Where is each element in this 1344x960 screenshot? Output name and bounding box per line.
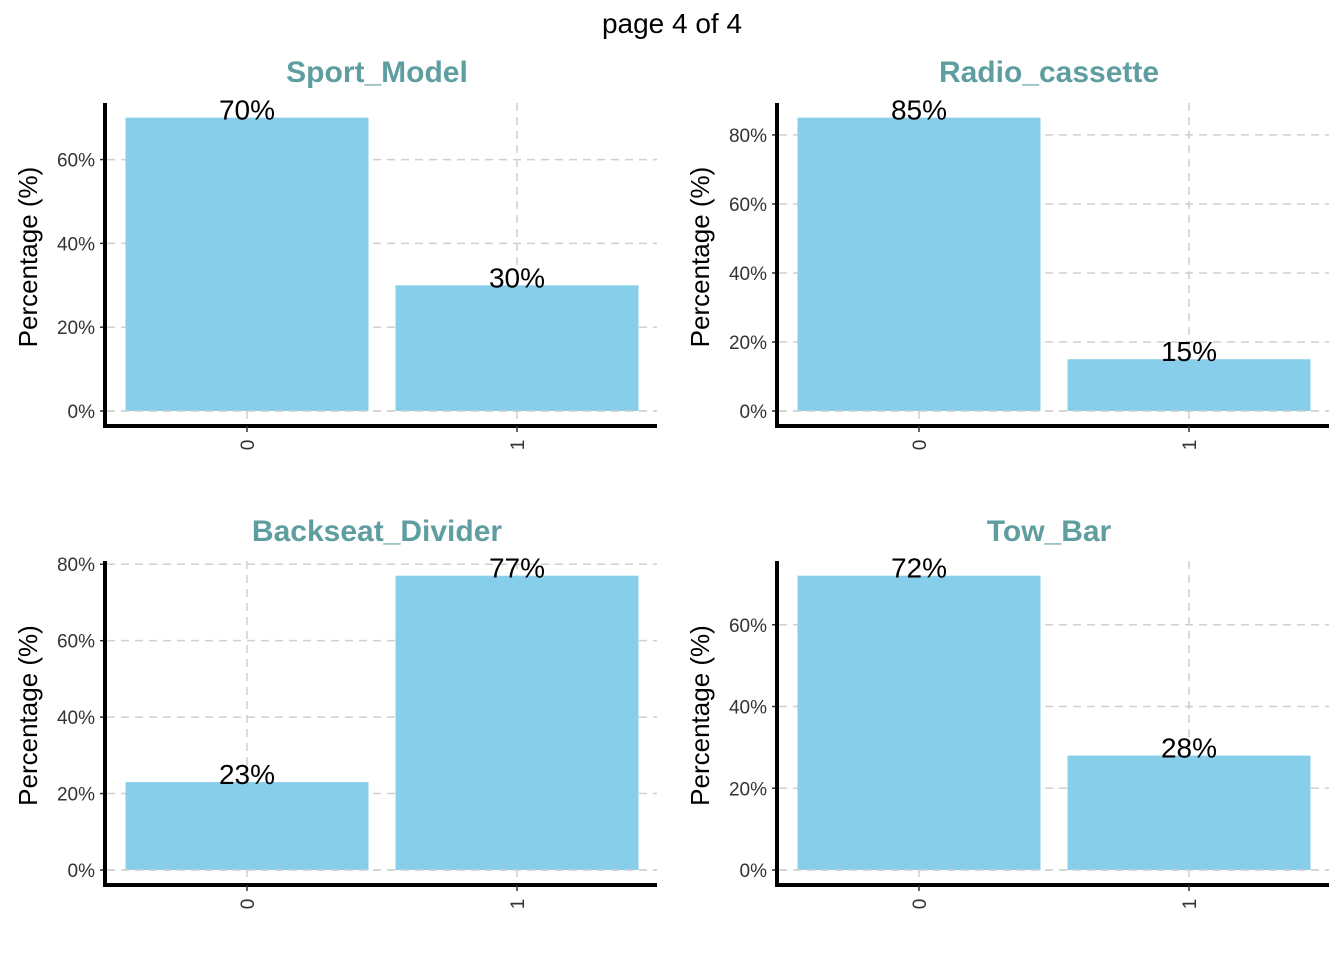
y-tick-label: 60% [729, 195, 767, 216]
chart-panel-3: Backseat_Divider 0% 20% 40% 60% 80% 23% 77% 0 1 Pe… [13, 515, 657, 909]
page-title: page 4 of 4 [602, 8, 742, 39]
y-tick-label: 0% [68, 861, 96, 882]
panel-title: Tow_Bar [987, 515, 1112, 548]
y-tick-label: 20% [57, 318, 95, 339]
y-tick-label: 40% [729, 264, 767, 285]
x-tick-label: 1 [1180, 899, 1201, 910]
bar-data-label: 30% [489, 262, 545, 293]
bar-data-label: 28% [1161, 733, 1217, 764]
bar-0 [797, 117, 1041, 412]
x-tick-label: 0 [238, 440, 259, 451]
x-tick-label: 1 [508, 440, 529, 451]
bar-1 [1067, 359, 1311, 411]
bar-data-label: 85% [891, 95, 947, 126]
x-tick-label: 1 [1180, 440, 1201, 451]
y-tick-label: 60% [729, 616, 767, 637]
chart-panel-4: Tow_Bar 0% 20% 40% 60% 72% 28% 0 1 Percentage (%) [685, 515, 1329, 909]
bar-0 [797, 575, 1041, 870]
chart-panel-2: Radio_cassette 0% 20% 40% 60% 80% 85% 15% 0 1 Perc… [685, 56, 1329, 450]
x-tick-label: 0 [910, 899, 931, 910]
panel-title: Radio_cassette [939, 56, 1159, 89]
y-axis-label: Percentage (%) [685, 625, 715, 806]
bar-0 [125, 782, 369, 870]
y-tick-label: 40% [57, 234, 95, 255]
y-tick-label: 60% [57, 632, 95, 653]
y-tick-label: 20% [57, 785, 95, 806]
bar-0 [125, 117, 369, 412]
x-tick-label: 0 [238, 899, 259, 910]
y-tick-label: 20% [729, 779, 767, 800]
bar-data-label: 77% [489, 553, 545, 584]
panel-title: Backseat_Divider [252, 515, 502, 548]
bar-1 [395, 575, 639, 870]
y-tick-label: 60% [57, 151, 95, 172]
bar-data-label: 72% [891, 553, 947, 584]
y-tick-label: 20% [729, 333, 767, 354]
y-tick-label: 80% [729, 126, 767, 147]
panel-title: Sport_Model [286, 56, 468, 89]
chart-panels: Sport_Model 0% 20% 40% 60% 70% 30% 0 1 Percentage… [13, 56, 1329, 909]
bar-data-label: 70% [219, 95, 275, 126]
y-tick-label: 40% [57, 708, 95, 729]
bar-data-label: 23% [219, 759, 275, 790]
chart-panel-1: Sport_Model 0% 20% 40% 60% 70% 30% 0 1 Percentage… [13, 56, 657, 450]
y-tick-label: 0% [740, 861, 768, 882]
bar-1 [395, 285, 639, 411]
y-axis-label: Percentage (%) [685, 167, 715, 348]
x-tick-label: 0 [910, 440, 931, 451]
y-axis-label: Percentage (%) [13, 625, 43, 806]
bar-data-label: 15% [1161, 336, 1217, 367]
x-tick-label: 1 [508, 899, 529, 910]
y-tick-label: 0% [68, 402, 96, 423]
y-tick-label: 0% [740, 402, 768, 423]
y-tick-label: 80% [57, 555, 95, 576]
y-tick-label: 40% [729, 698, 767, 719]
bar-1 [1067, 755, 1311, 870]
y-axis-label: Percentage (%) [13, 167, 43, 348]
